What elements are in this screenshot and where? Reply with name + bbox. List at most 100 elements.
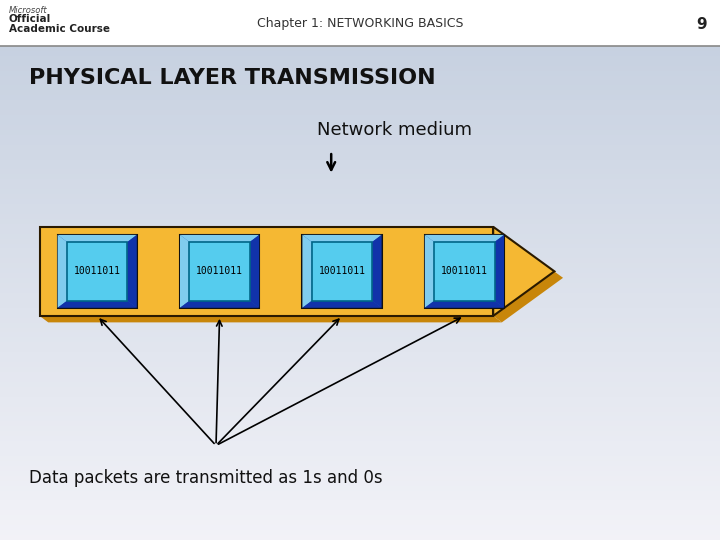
Polygon shape xyxy=(425,235,434,308)
Bar xyxy=(0,530,720,535)
Text: 10011011: 10011011 xyxy=(318,266,366,276)
Bar xyxy=(0,318,720,322)
Bar xyxy=(189,242,250,301)
Bar xyxy=(0,125,720,130)
Bar xyxy=(180,235,259,308)
Polygon shape xyxy=(495,235,504,308)
Bar xyxy=(0,90,720,95)
Polygon shape xyxy=(302,301,382,308)
Bar xyxy=(0,135,720,140)
Text: 9: 9 xyxy=(696,17,707,32)
Bar xyxy=(0,342,720,347)
Bar xyxy=(0,165,720,170)
Polygon shape xyxy=(40,316,502,322)
Text: 10011011: 10011011 xyxy=(73,266,121,276)
Bar xyxy=(0,189,720,194)
Bar xyxy=(0,120,720,125)
Polygon shape xyxy=(302,235,382,242)
Bar xyxy=(0,179,720,184)
Bar xyxy=(0,377,720,382)
Bar xyxy=(0,387,720,392)
Bar xyxy=(0,150,720,154)
Bar xyxy=(0,76,720,80)
Bar xyxy=(0,60,720,66)
Bar xyxy=(0,273,720,278)
Bar xyxy=(0,244,720,248)
Polygon shape xyxy=(302,235,312,308)
Bar xyxy=(0,278,720,283)
Bar xyxy=(0,416,720,421)
Bar xyxy=(0,154,720,159)
Bar xyxy=(0,367,720,372)
Bar xyxy=(0,333,720,338)
Bar xyxy=(0,525,720,530)
Bar xyxy=(0,490,720,496)
Polygon shape xyxy=(180,301,259,308)
Polygon shape xyxy=(372,235,382,308)
Text: 10011011: 10011011 xyxy=(196,266,243,276)
Text: Official: Official xyxy=(9,14,51,24)
Polygon shape xyxy=(425,235,504,242)
Bar xyxy=(0,411,720,416)
Bar xyxy=(67,242,127,301)
Bar xyxy=(0,95,720,100)
Bar xyxy=(0,485,720,490)
Bar xyxy=(0,441,720,446)
Bar xyxy=(0,392,720,397)
Bar xyxy=(0,264,720,268)
Bar xyxy=(0,501,720,505)
Bar xyxy=(0,357,720,362)
Bar xyxy=(0,80,720,85)
Bar xyxy=(0,347,720,352)
Bar xyxy=(0,209,720,214)
Polygon shape xyxy=(180,235,259,242)
Bar xyxy=(0,476,720,481)
Bar xyxy=(0,328,720,333)
Bar xyxy=(0,431,720,436)
Bar xyxy=(0,338,720,342)
Bar xyxy=(58,235,137,308)
Bar xyxy=(0,535,720,540)
Bar xyxy=(0,496,720,501)
Bar xyxy=(0,248,720,253)
Bar xyxy=(0,0,720,46)
Bar xyxy=(0,194,720,199)
Bar xyxy=(0,427,720,431)
Bar xyxy=(0,456,720,461)
Polygon shape xyxy=(425,301,504,308)
Bar xyxy=(0,145,720,150)
Bar xyxy=(0,515,720,520)
Bar xyxy=(0,71,720,76)
Bar xyxy=(434,242,495,301)
Bar xyxy=(0,174,720,179)
Bar xyxy=(0,471,720,476)
Bar xyxy=(0,239,720,244)
Bar xyxy=(0,322,720,328)
Text: Academic Course: Academic Course xyxy=(9,24,109,34)
Text: Chapter 1: NETWORKING BASICS: Chapter 1: NETWORKING BASICS xyxy=(257,17,463,30)
Polygon shape xyxy=(58,235,137,242)
Bar xyxy=(0,397,720,402)
Bar xyxy=(0,372,720,377)
Bar xyxy=(0,234,720,239)
Bar xyxy=(0,110,720,115)
Bar xyxy=(0,85,720,90)
Bar xyxy=(312,242,372,301)
Bar xyxy=(0,229,720,234)
Bar xyxy=(0,313,720,318)
Bar xyxy=(0,170,720,174)
Text: 10011011: 10011011 xyxy=(441,266,488,276)
Bar xyxy=(302,235,382,308)
Bar xyxy=(0,520,720,525)
Bar xyxy=(0,224,720,229)
Bar xyxy=(0,204,720,209)
Bar xyxy=(0,283,720,288)
Polygon shape xyxy=(493,227,554,316)
Bar xyxy=(0,505,720,510)
Bar xyxy=(0,288,720,293)
Bar xyxy=(0,140,720,145)
Bar xyxy=(425,235,504,308)
Bar xyxy=(0,293,720,298)
Bar xyxy=(0,115,720,120)
Bar xyxy=(0,421,720,427)
